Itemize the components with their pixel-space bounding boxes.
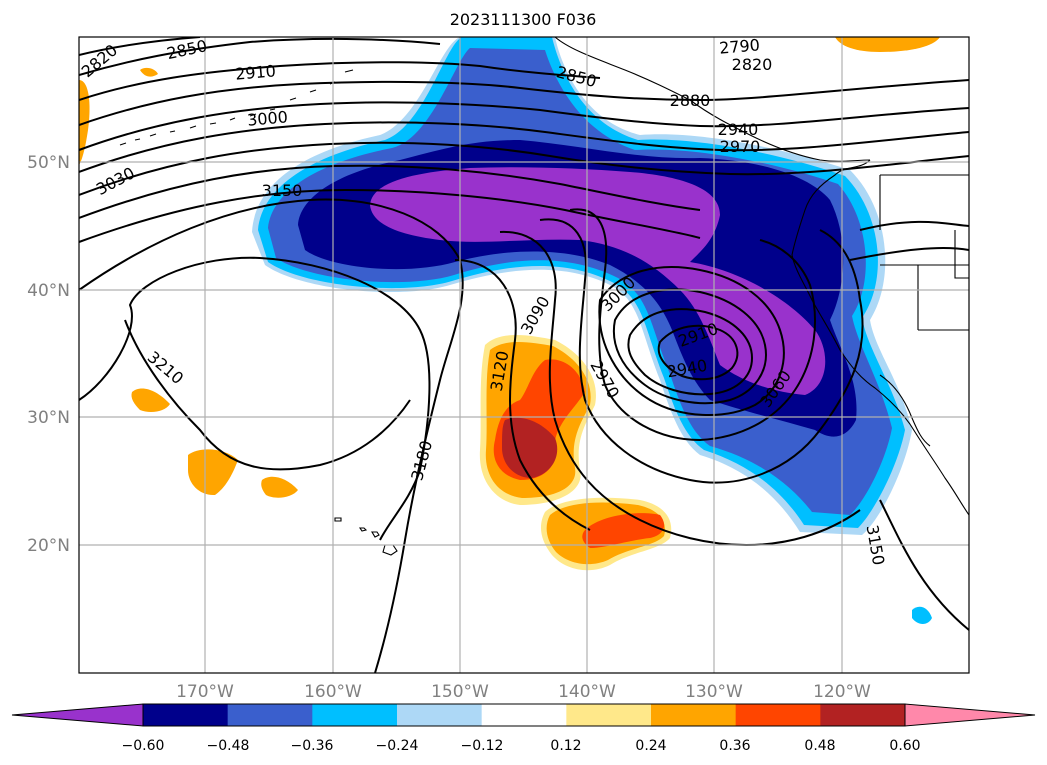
coastlines [119, 37, 969, 556]
colorbar-tick-label: 0.12 [550, 738, 581, 754]
colorbar-tick-label: −0.48 [207, 738, 250, 754]
contour-2970 [79, 121, 969, 173]
latitude-labels: 50°N 40°N 30°N 20°N [27, 153, 70, 556]
contour-3000 [79, 141, 969, 196]
contour-3000-inner [598, 266, 785, 417]
shade-dark-red-1 [502, 417, 558, 478]
shade-orange-4 [261, 476, 298, 498]
lon-label: 140°W [558, 682, 616, 702]
lon-label: 130°W [685, 682, 743, 702]
hawaii-islands [334, 517, 398, 556]
contour-3120 [454, 259, 591, 531]
shade-orange-3 [188, 449, 238, 496]
colorbar-tick-label: −0.60 [122, 738, 165, 754]
contour-label: 2820 [732, 55, 773, 74]
colorbar-segment [397, 704, 483, 726]
lat-label: 40°N [27, 281, 70, 301]
contour-label: 2880 [670, 91, 711, 110]
baja-coast [879, 374, 931, 447]
lat-label: 50°N [27, 153, 70, 173]
contour-3150 [79, 198, 464, 673]
colorbar-segment [143, 704, 229, 726]
map-title: 2023111300 F036 [450, 10, 597, 29]
longitude-labels: 170°W 160°W 150°W 140°W 130°W 120°W [176, 682, 871, 702]
contour-2850-west [79, 37, 441, 76]
colorbar-tick-label: −0.36 [291, 738, 334, 754]
colorbar-tick-label: 0.36 [719, 738, 750, 754]
north-american-coast [791, 159, 969, 516]
contour-3150-east [849, 220, 969, 631]
colorbar-tick-label: 0.60 [889, 738, 920, 754]
positive-anomaly-shading [79, 37, 940, 624]
shade-orange-6 [835, 37, 940, 52]
height-contours [79, 37, 969, 673]
colorbar-segment [651, 704, 737, 726]
country-borders [879, 174, 969, 331]
lat-label: 30°N [27, 408, 70, 428]
colorbar-segment [566, 704, 652, 726]
shade-orange-5 [131, 388, 170, 412]
contour-2910-inner [657, 324, 739, 381]
colorbar-segment [312, 704, 398, 726]
lon-label: 150°W [431, 682, 489, 702]
colorbar-frame [142, 703, 906, 727]
map-frame [78, 36, 970, 674]
lon-label: 170°W [176, 682, 234, 702]
contour-2910 [79, 79, 969, 126]
colorbar: −0.60 −0.48 −0.36 −0.24 −0.12 0.12 0.24 … [11, 703, 1036, 754]
contour-2940-inner [627, 308, 754, 396]
shade-blue-small [912, 606, 932, 624]
contour-2820-west [79, 37, 201, 56]
contour-label: 2790 [718, 35, 760, 57]
colorbar-segments [11, 703, 1036, 727]
colorbar-tick-label: 0.24 [635, 738, 666, 754]
contour-3030 [79, 164, 701, 219]
gridlines [79, 37, 969, 673]
contour-3210 [124, 319, 411, 471]
colorbar-segment [820, 704, 906, 726]
shade-orange-8 [140, 67, 158, 77]
contour-label: 2910 [234, 61, 276, 83]
contour-3030-inner [569, 208, 816, 442]
contour-label: 3000 [246, 107, 288, 129]
lat-label: 20°N [27, 536, 70, 556]
lon-label: 160°W [304, 682, 362, 702]
colorbar-extend-low [11, 703, 144, 727]
colorbar-tick-label: −0.12 [461, 738, 504, 754]
contour-label: 2940 [718, 120, 759, 139]
colorbar-tick-label: −0.24 [376, 738, 419, 754]
contour-label: 2970 [720, 137, 761, 156]
colorbar-segment [481, 704, 567, 726]
contour-label: 3150 [262, 181, 303, 200]
shade-purple [370, 167, 826, 395]
contour-2940 [79, 101, 969, 151]
contour-3060 [539, 218, 864, 484]
contour-3060-north [79, 188, 701, 243]
contour-2880 [79, 61, 601, 101]
alaska-coast [554, 37, 871, 162]
colorbar-segment [735, 704, 821, 726]
map-panel: 2820 2850 2910 3000 3030 3150 2790 2820 … [78, 35, 970, 674]
colorbar-tick-label: 0.48 [804, 738, 835, 754]
colorbar-ticks: −0.60 −0.48 −0.36 −0.24 −0.12 0.12 0.24 … [122, 738, 921, 754]
colorbar-extend-high [904, 703, 1036, 727]
lon-label: 120°W [813, 682, 871, 702]
colorbar-segment [227, 704, 313, 726]
contour-3180 [79, 256, 431, 541]
